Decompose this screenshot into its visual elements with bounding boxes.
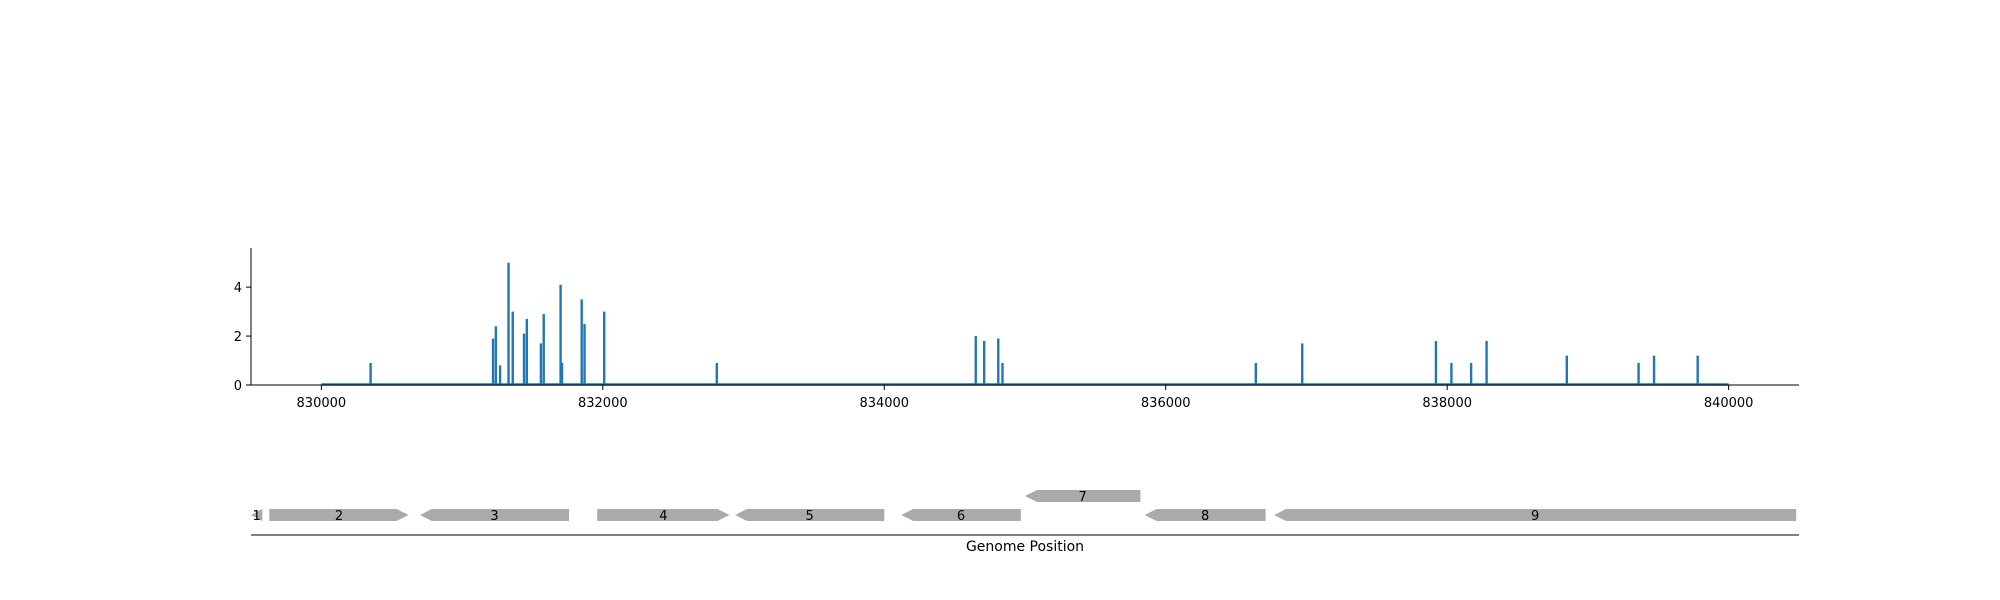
- gene-features: 1 2 3 4 5 6 7 8 9: [251, 490, 1797, 524]
- gene-x-axis-label: Genome Position: [966, 539, 1084, 555]
- gene-label-4: 4: [659, 509, 667, 524]
- gene-feature-6: [901, 509, 1021, 521]
- x-tick-label: 838000: [1422, 396, 1472, 411]
- gene-feature-8: [1144, 509, 1266, 521]
- x-tick-label: 834000: [859, 396, 909, 411]
- gene-feature-3: [419, 509, 569, 521]
- gene-feature-1: [251, 509, 263, 521]
- gene-label-5: 5: [806, 509, 814, 524]
- coverage-plot: 830000 832000 834000 836000 838000 840000 0 2 4: [234, 248, 1799, 411]
- gene-feature-9: [1274, 509, 1797, 521]
- gene-feature-4: [597, 509, 730, 521]
- gene-label-7: 7: [1079, 490, 1087, 505]
- y-tick-label: 4: [234, 281, 242, 296]
- gene-feature-2: [269, 509, 409, 521]
- coverage-bars: [321, 262, 1729, 386]
- y-tick-label: 2: [234, 330, 242, 345]
- gene-label-1: 1: [252, 509, 260, 524]
- coverage-axes: 830000 832000 834000 836000 838000 840000 0 2 4: [234, 248, 1799, 411]
- x-tick-label: 830000: [297, 396, 347, 411]
- x-tick-label: 840000: [1704, 396, 1754, 411]
- gene-label-6: 6: [957, 509, 965, 524]
- x-tick-label: 832000: [578, 396, 628, 411]
- gene-map: 1 2 3 4 5 6 7 8 9 Genome Position: [251, 490, 1799, 555]
- gene-label-2: 2: [335, 509, 343, 524]
- gene-label-9: 9: [1531, 509, 1539, 524]
- gene-feature-5: [735, 509, 885, 521]
- gene-feature-7: [1025, 490, 1141, 502]
- gene-label-8: 8: [1201, 509, 1209, 524]
- x-tick-label: 836000: [1141, 396, 1191, 411]
- y-tick-label: 0: [234, 379, 242, 394]
- gene-label-3: 3: [490, 509, 498, 524]
